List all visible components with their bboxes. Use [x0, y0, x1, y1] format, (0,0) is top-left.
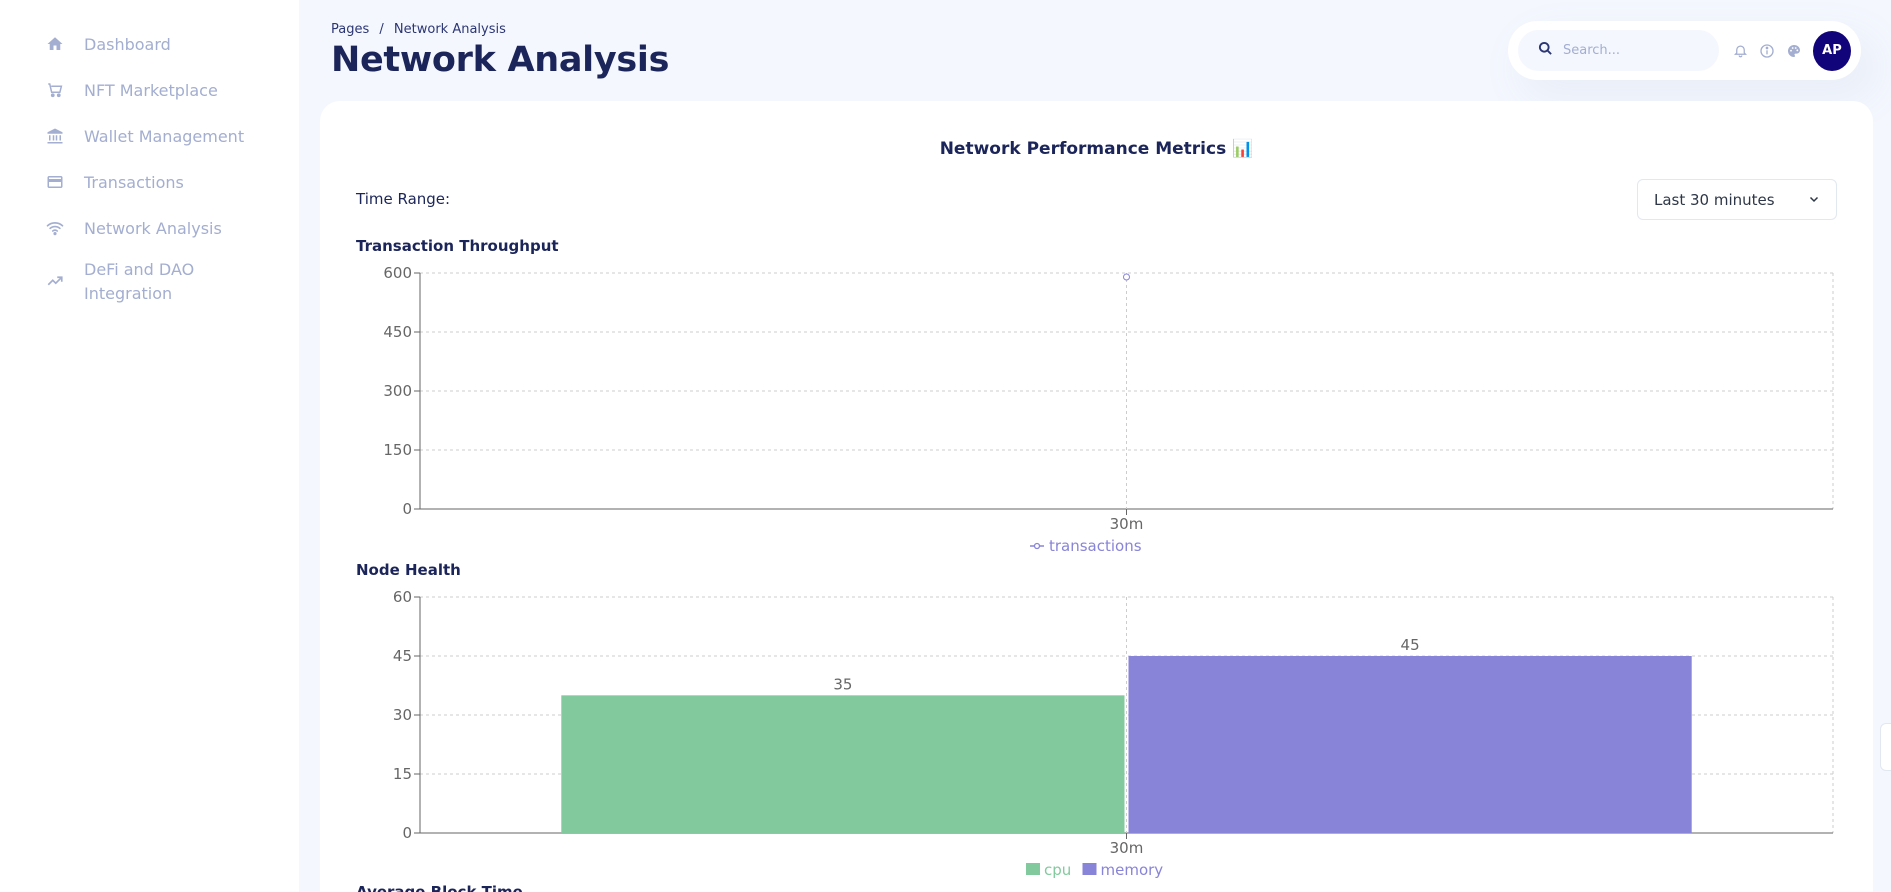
chevron-down-icon [1808, 191, 1820, 209]
sidebar-item-transactions[interactable]: Transactions [44, 171, 184, 195]
sidebar: Dashboard NFT Marketplace Wallet Managem… [0, 0, 299, 892]
legend-label: memory [1101, 861, 1164, 879]
info-icon[interactable] [1754, 37, 1781, 65]
sidebar-item-nft-marketplace[interactable]: NFT Marketplace [44, 79, 218, 103]
credit-card-icon [44, 171, 66, 193]
legend-swatch-memory [1082, 863, 1097, 875]
bar-value-label: 45 [1401, 636, 1420, 654]
search-input[interactable] [1563, 43, 1713, 58]
legend-label: transactions [1049, 537, 1142, 555]
y-tick-label: 0 [402, 824, 412, 842]
breadcrumb: Pages / Network Analysis [331, 22, 506, 37]
breadcrumb-separator: / [379, 22, 384, 37]
breadcrumb-root[interactable]: Pages [331, 22, 370, 37]
section-title-node-health: Node Health [356, 561, 461, 579]
sidebar-item-label: NFT Marketplace [84, 81, 218, 100]
page-title: Network Analysis [331, 40, 670, 80]
cart-icon [44, 79, 66, 101]
wifi-icon [44, 217, 66, 239]
legend-swatch-cpu [1026, 863, 1040, 875]
y-tick-label: 45 [393, 647, 412, 665]
sidebar-item-label: DeFi and DAO Integration [84, 260, 195, 303]
side-widget-tab[interactable] [1880, 723, 1891, 771]
sidebar-item-label: Dashboard [84, 35, 171, 54]
sidebar-item-wallet-management[interactable]: Wallet Management [44, 125, 244, 149]
topbar: AP [1508, 21, 1861, 80]
throughput-chart: 0 150 300 450 600 30m transactions [383, 264, 1834, 555]
x-tick-label: 30m [1110, 515, 1144, 533]
bank-icon [44, 125, 66, 147]
card-title: Network Performance Metrics 📊 [939, 139, 1254, 159]
y-tick-label: 150 [383, 441, 412, 459]
y-tick-label: 15 [393, 765, 412, 783]
y-tick-label: 30 [393, 706, 412, 724]
time-range-select[interactable]: Last 30 minutes [1637, 179, 1837, 220]
avatar[interactable]: AP [1812, 30, 1851, 71]
home-icon [44, 33, 66, 55]
trending-up-icon [44, 270, 66, 292]
section-title-block-time: Average Block Time [356, 883, 523, 892]
sidebar-item-defi-dao[interactable]: DeFi and DAO Integration [44, 258, 244, 306]
sidebar-item-label: Wallet Management [84, 127, 245, 146]
bar-memory [1128, 656, 1692, 833]
y-tick-label: 600 [383, 264, 412, 282]
bar-cpu [561, 695, 1125, 833]
sidebar-item-label: Network Analysis [84, 219, 222, 238]
metrics-card: Network Performance Metrics 📊 Time Range… [320, 101, 1873, 892]
search-icon [1538, 41, 1553, 60]
legend-label: cpu [1044, 861, 1071, 879]
legend-marker-point [1033, 542, 1041, 550]
y-tick-label: 300 [383, 382, 412, 400]
node-health-chart: 0 15 30 45 60 30m 35 45 cpu memory [393, 588, 1834, 879]
data-point [1123, 273, 1130, 281]
breadcrumb-current[interactable]: Network Analysis [393, 22, 506, 37]
search-box[interactable] [1518, 30, 1719, 71]
y-tick-label: 60 [393, 588, 412, 606]
sidebar-item-dashboard[interactable]: Dashboard [44, 33, 171, 57]
section-title-throughput: Transaction Throughput [356, 237, 559, 255]
palette-icon[interactable] [1780, 37, 1807, 65]
y-tick-label: 450 [383, 323, 412, 341]
sidebar-item-label: Transactions [84, 173, 184, 192]
time-range-label: Time Range: [356, 190, 451, 208]
time-range-value: Last 30 minutes [1654, 190, 1775, 209]
y-tick-label: 0 [402, 500, 412, 518]
x-tick-label: 30m [1110, 839, 1144, 857]
bar-value-label: 35 [833, 675, 852, 693]
sidebar-item-network-analysis[interactable]: Network Analysis [44, 217, 222, 241]
bell-icon[interactable] [1727, 37, 1754, 65]
